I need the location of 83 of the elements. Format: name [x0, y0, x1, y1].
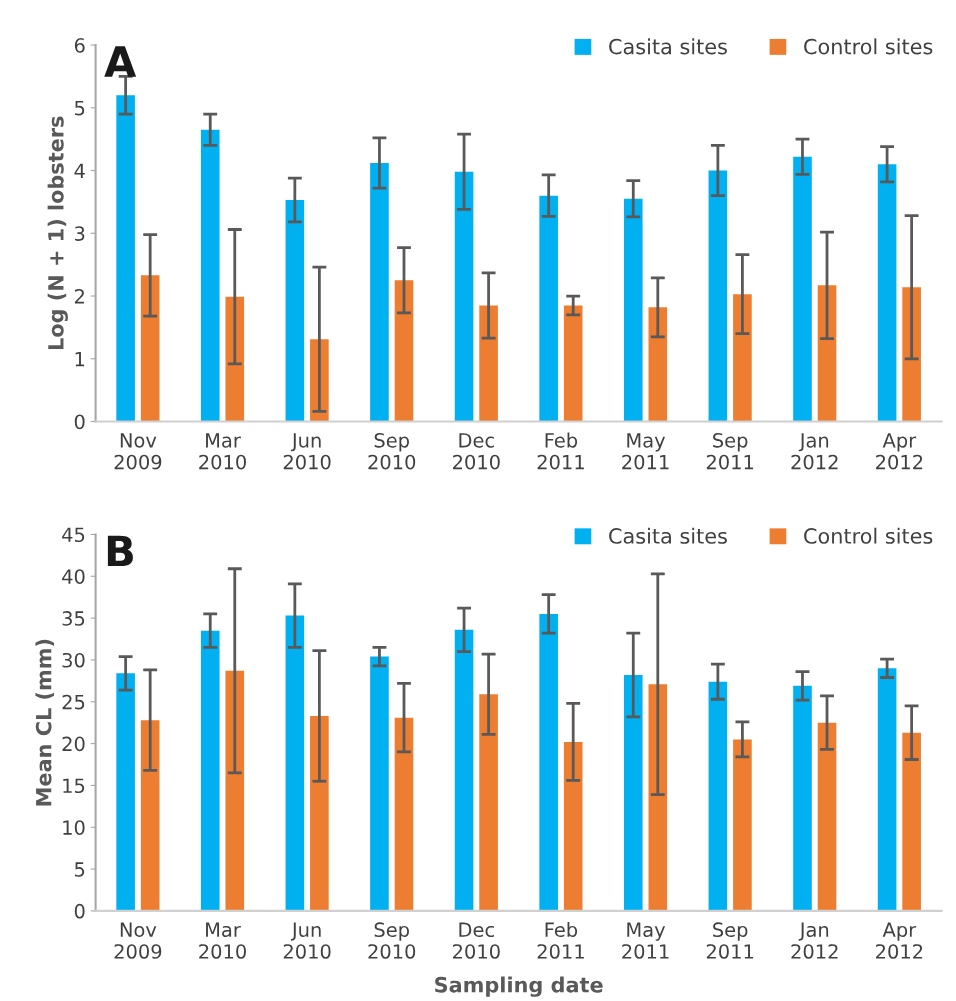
bar	[563, 305, 583, 422]
bar	[310, 715, 329, 911]
y-tick-label: 1	[75, 351, 85, 367]
y-tick-label: 6	[74, 38, 85, 53]
bar	[539, 195, 558, 422]
y-tick-label: 40	[62, 569, 85, 584]
legend-label: Casita sites	[609, 38, 727, 55]
bar	[817, 722, 837, 911]
bar	[793, 685, 812, 911]
bar	[116, 95, 135, 422]
bar	[708, 681, 728, 911]
bar	[200, 129, 220, 422]
x-tick-label: May 2011	[622, 922, 669, 959]
y-tick-label: 4	[74, 163, 85, 178]
y-tick-label: 2	[74, 288, 84, 304]
x-tick-label: Apr 2012	[876, 433, 923, 470]
x-tick-label: Mar 2010	[199, 433, 246, 470]
y-axis-title: Log (N + 1) lobsters	[47, 116, 68, 350]
bar	[648, 307, 668, 422]
bar	[479, 305, 498, 422]
chart-title: B	[107, 535, 133, 567]
bar	[200, 630, 220, 911]
y-tick-label: 0	[74, 903, 85, 919]
bar	[877, 668, 897, 911]
x-tick-label: Jan 2012	[791, 922, 838, 959]
legend-label: Control sites	[804, 527, 933, 544]
x-tick-label: Sep 2010	[368, 432, 416, 470]
x-tick-label: Sep 2010	[368, 922, 416, 959]
x-tick-label: Apr 2012	[876, 922, 923, 959]
bar	[877, 164, 897, 422]
x-tick-label: Jun 2010	[283, 433, 331, 470]
x-tick-label: Sep 2011	[706, 922, 754, 959]
bar	[708, 170, 728, 422]
x-axis-title: Sampling date	[435, 976, 603, 997]
y-tick-label: 5	[75, 101, 85, 116]
x-tick-label: May 2011	[622, 433, 669, 470]
legend-label: Control sites	[804, 38, 933, 55]
bar	[902, 732, 921, 911]
y-tick-label: 45	[62, 527, 85, 543]
bar	[623, 198, 643, 422]
y-tick-label: 3	[74, 226, 85, 241]
bar	[817, 285, 837, 422]
bar	[370, 656, 389, 911]
bar	[733, 739, 752, 911]
x-tick-label: Nov 2009	[114, 922, 162, 959]
bar	[394, 280, 414, 422]
y-tick-label: 15	[63, 778, 85, 794]
y-tick-label: 0	[74, 414, 85, 430]
bar	[648, 684, 668, 911]
bar	[563, 741, 583, 911]
y-axis-title: Mean CL (mm)	[35, 639, 54, 806]
y-tick-label: 30	[62, 652, 85, 668]
x-tick-label: Dec 2010	[453, 922, 500, 959]
x-tick-label: Nov 2009	[114, 433, 162, 470]
x-tick-label: Feb 2011	[537, 432, 584, 470]
y-tick-label: 35	[62, 611, 85, 626]
chart-title: A	[104, 46, 137, 77]
bar	[479, 694, 498, 911]
y-tick-label: 5	[75, 862, 85, 877]
bar	[370, 163, 389, 422]
bar	[623, 674, 643, 911]
bar	[116, 673, 135, 911]
bar	[285, 200, 305, 422]
bar	[285, 615, 305, 911]
x-tick-label: Mar 2010	[199, 922, 246, 959]
bar	[140, 275, 160, 422]
x-tick-label: Dec 2010	[453, 433, 500, 470]
x-tick-label: Sep 2011	[706, 432, 754, 470]
x-tick-label: Feb 2011	[537, 922, 584, 959]
bar	[454, 171, 474, 422]
bar	[733, 294, 752, 422]
bar	[454, 629, 474, 911]
y-tick-label: 10	[63, 820, 85, 835]
x-tick-label: Jan 2012	[791, 433, 838, 470]
bar	[539, 613, 558, 911]
bar	[793, 156, 812, 422]
y-tick-label: 25	[62, 694, 85, 710]
x-tick-label: Jun 2010	[283, 922, 331, 959]
y-tick-label: 20	[62, 736, 85, 752]
bar	[140, 720, 160, 911]
bar	[394, 717, 414, 911]
legend-label: Casita sites	[609, 527, 727, 544]
bar	[225, 670, 245, 911]
